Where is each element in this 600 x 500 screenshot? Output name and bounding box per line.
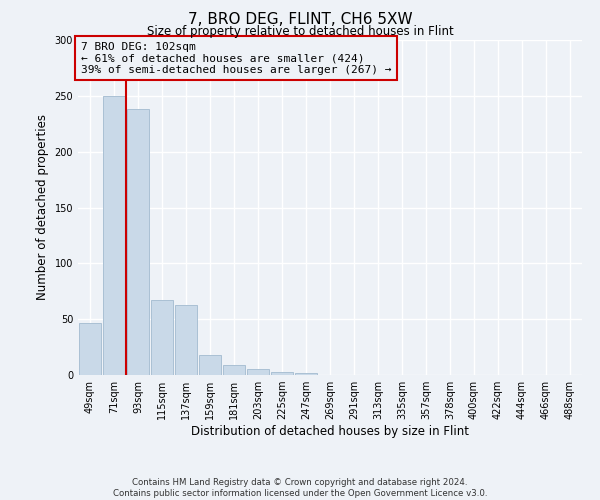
Bar — [247, 370, 269, 375]
Bar — [199, 355, 221, 375]
Bar — [271, 372, 293, 375]
Bar — [79, 322, 101, 375]
Bar — [295, 373, 317, 375]
Bar — [151, 300, 173, 375]
Bar — [175, 304, 197, 375]
Text: 7, BRO DEG, FLINT, CH6 5XW: 7, BRO DEG, FLINT, CH6 5XW — [188, 12, 412, 28]
X-axis label: Distribution of detached houses by size in Flint: Distribution of detached houses by size … — [191, 425, 469, 438]
Bar — [223, 365, 245, 375]
Bar — [103, 96, 125, 375]
Text: Contains HM Land Registry data © Crown copyright and database right 2024.
Contai: Contains HM Land Registry data © Crown c… — [113, 478, 487, 498]
Bar — [127, 109, 149, 375]
Text: 7 BRO DEG: 102sqm
← 61% of detached houses are smaller (424)
39% of semi-detache: 7 BRO DEG: 102sqm ← 61% of detached hous… — [80, 42, 391, 75]
Y-axis label: Number of detached properties: Number of detached properties — [36, 114, 49, 300]
Text: Size of property relative to detached houses in Flint: Size of property relative to detached ho… — [146, 25, 454, 38]
